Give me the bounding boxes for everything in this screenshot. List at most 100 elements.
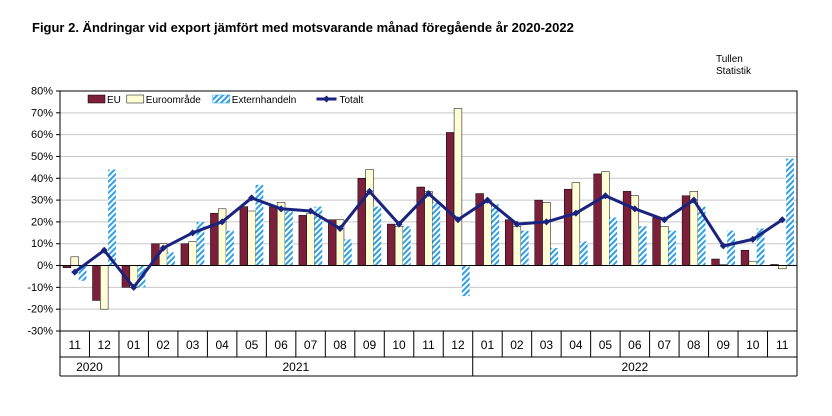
x-tick-label: 03 (186, 338, 200, 352)
x-tick-label: 06 (628, 338, 642, 352)
year-label: 2021 (282, 360, 309, 374)
bar-eu (92, 265, 101, 301)
legend-label: EU (107, 95, 121, 106)
marker-totalt (749, 235, 757, 243)
source-line-2: Statistik (716, 66, 752, 77)
x-tick-label: 11 (422, 338, 435, 352)
bar-eu (711, 258, 720, 266)
bar-externhandeln (638, 226, 647, 266)
x-tick-label: 01 (127, 338, 141, 352)
bar-euroområde (70, 256, 79, 266)
marker-totalt (159, 244, 167, 252)
marker-totalt (719, 242, 727, 250)
y-tick-label: 30% (31, 195, 53, 207)
bar-eu (652, 217, 661, 266)
x-tick-label: 04 (569, 338, 583, 352)
marker-totalt (366, 187, 374, 195)
bar-externhandeln (432, 202, 441, 266)
legend-label: Externhandeln (232, 95, 296, 106)
year-label: 2020 (76, 360, 103, 374)
bar-externhandeln (697, 206, 706, 266)
bar-externhandeln (402, 226, 411, 266)
legend-swatch-euroområde (126, 94, 145, 104)
bar-euroområde (512, 226, 522, 266)
x-tick-label: 06 (274, 338, 288, 352)
bar-eu (534, 199, 543, 266)
x-tick-label: 08 (333, 338, 347, 352)
legend-label: Totalt (340, 95, 364, 106)
legend-label: Euroområde (146, 94, 201, 106)
source-note: Tullen Statistik (716, 54, 751, 78)
bar-externhandeln (226, 230, 234, 266)
legend: EU Euroområde Externhandeln Totalt (87, 94, 364, 106)
bar-euroområde (306, 212, 315, 266)
bar-euroområde (453, 108, 463, 266)
marker-totalt (218, 218, 226, 226)
marker-totalt (690, 196, 698, 204)
marker-totalt (660, 216, 668, 224)
y-tick-label: 10% (31, 238, 53, 250)
bar-eu (740, 250, 750, 266)
bar-euroområde (365, 169, 374, 266)
marker-totalt (307, 207, 315, 215)
bar-eu (239, 206, 248, 266)
bar-externhandeln (550, 248, 559, 266)
bar-eu (504, 219, 514, 266)
bar-eu (269, 206, 278, 266)
marker-totalt (631, 205, 639, 213)
x-tick-label: 08 (687, 338, 701, 352)
legend-swatch-eu (87, 94, 106, 104)
marker-totalt (778, 216, 786, 224)
marker-totalt (130, 283, 138, 291)
bar-externhandeln (373, 206, 382, 266)
bar-euroområde (394, 226, 404, 266)
bar-externhandeln (78, 265, 87, 281)
x-tick-label: 05 (599, 338, 613, 352)
x-tick-label: 07 (658, 338, 672, 352)
source-line-1: Tullen (716, 54, 743, 65)
bar-externhandeln (285, 211, 293, 266)
bar-externhandeln (520, 230, 529, 266)
bar-eu (180, 243, 190, 266)
bar-externhandeln (196, 221, 205, 266)
x-tick-label: 12 (451, 338, 465, 352)
y-tick-label: 50% (31, 151, 53, 163)
x-tick-label: 10 (746, 338, 760, 352)
x-tick-label: 07 (304, 338, 318, 352)
bar-euroområde (660, 226, 669, 266)
marker-totalt (483, 196, 491, 204)
bar-externhandeln (668, 230, 677, 266)
y-tick-label: 80% (31, 86, 53, 98)
bar-externhandeln (314, 206, 323, 266)
bar-externhandeln (167, 252, 175, 266)
y-tick-label: -20% (27, 304, 53, 316)
y-tick-label: -10% (27, 282, 53, 294)
bar-euroområde (483, 199, 492, 266)
bar-eu (298, 215, 307, 266)
bar-euroområde (100, 265, 109, 310)
bar-externhandeln (756, 228, 765, 266)
marker-totalt (542, 218, 550, 226)
y-tick-label: 40% (31, 173, 53, 185)
y-tick-label: 20% (31, 216, 53, 228)
bar-externhandeln (609, 217, 618, 266)
bar-euroområde (217, 208, 227, 266)
bar-euroområde (247, 210, 256, 266)
marker-totalt (601, 192, 609, 200)
bar-euroområde (424, 191, 433, 266)
bar-euroområde (542, 202, 551, 266)
marker-totalt (277, 205, 285, 213)
x-tick-label: 11 (776, 338, 789, 352)
bar-externhandeln (491, 204, 500, 266)
legend-swatch-externhandeln (212, 94, 231, 104)
marker-totalt (513, 220, 521, 228)
marker-totalt (336, 224, 344, 232)
bar-externhandeln (343, 239, 352, 266)
bar-externhandeln (786, 158, 794, 266)
bar-eu (387, 223, 396, 266)
x-tick-label: 11 (69, 338, 82, 352)
x-tick-label: 10 (392, 338, 406, 352)
x-tick-label: 12 (98, 338, 112, 352)
bar-externhandeln (255, 184, 264, 266)
marker-totalt (425, 190, 432, 198)
